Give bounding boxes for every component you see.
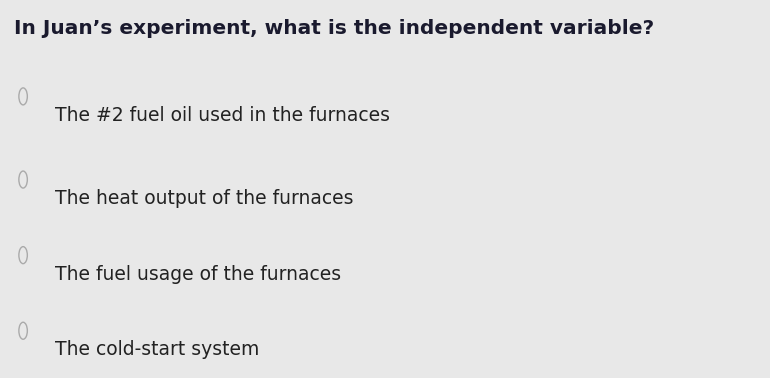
Text: The heat output of the furnaces: The heat output of the furnaces <box>55 189 354 208</box>
Text: The fuel usage of the furnaces: The fuel usage of the furnaces <box>55 265 342 284</box>
Text: In Juan’s experiment, what is the independent variable?: In Juan’s experiment, what is the indepe… <box>14 19 654 38</box>
Text: The cold-start system: The cold-start system <box>55 340 259 359</box>
Text: The #2 fuel oil used in the furnaces: The #2 fuel oil used in the furnaces <box>55 106 390 125</box>
